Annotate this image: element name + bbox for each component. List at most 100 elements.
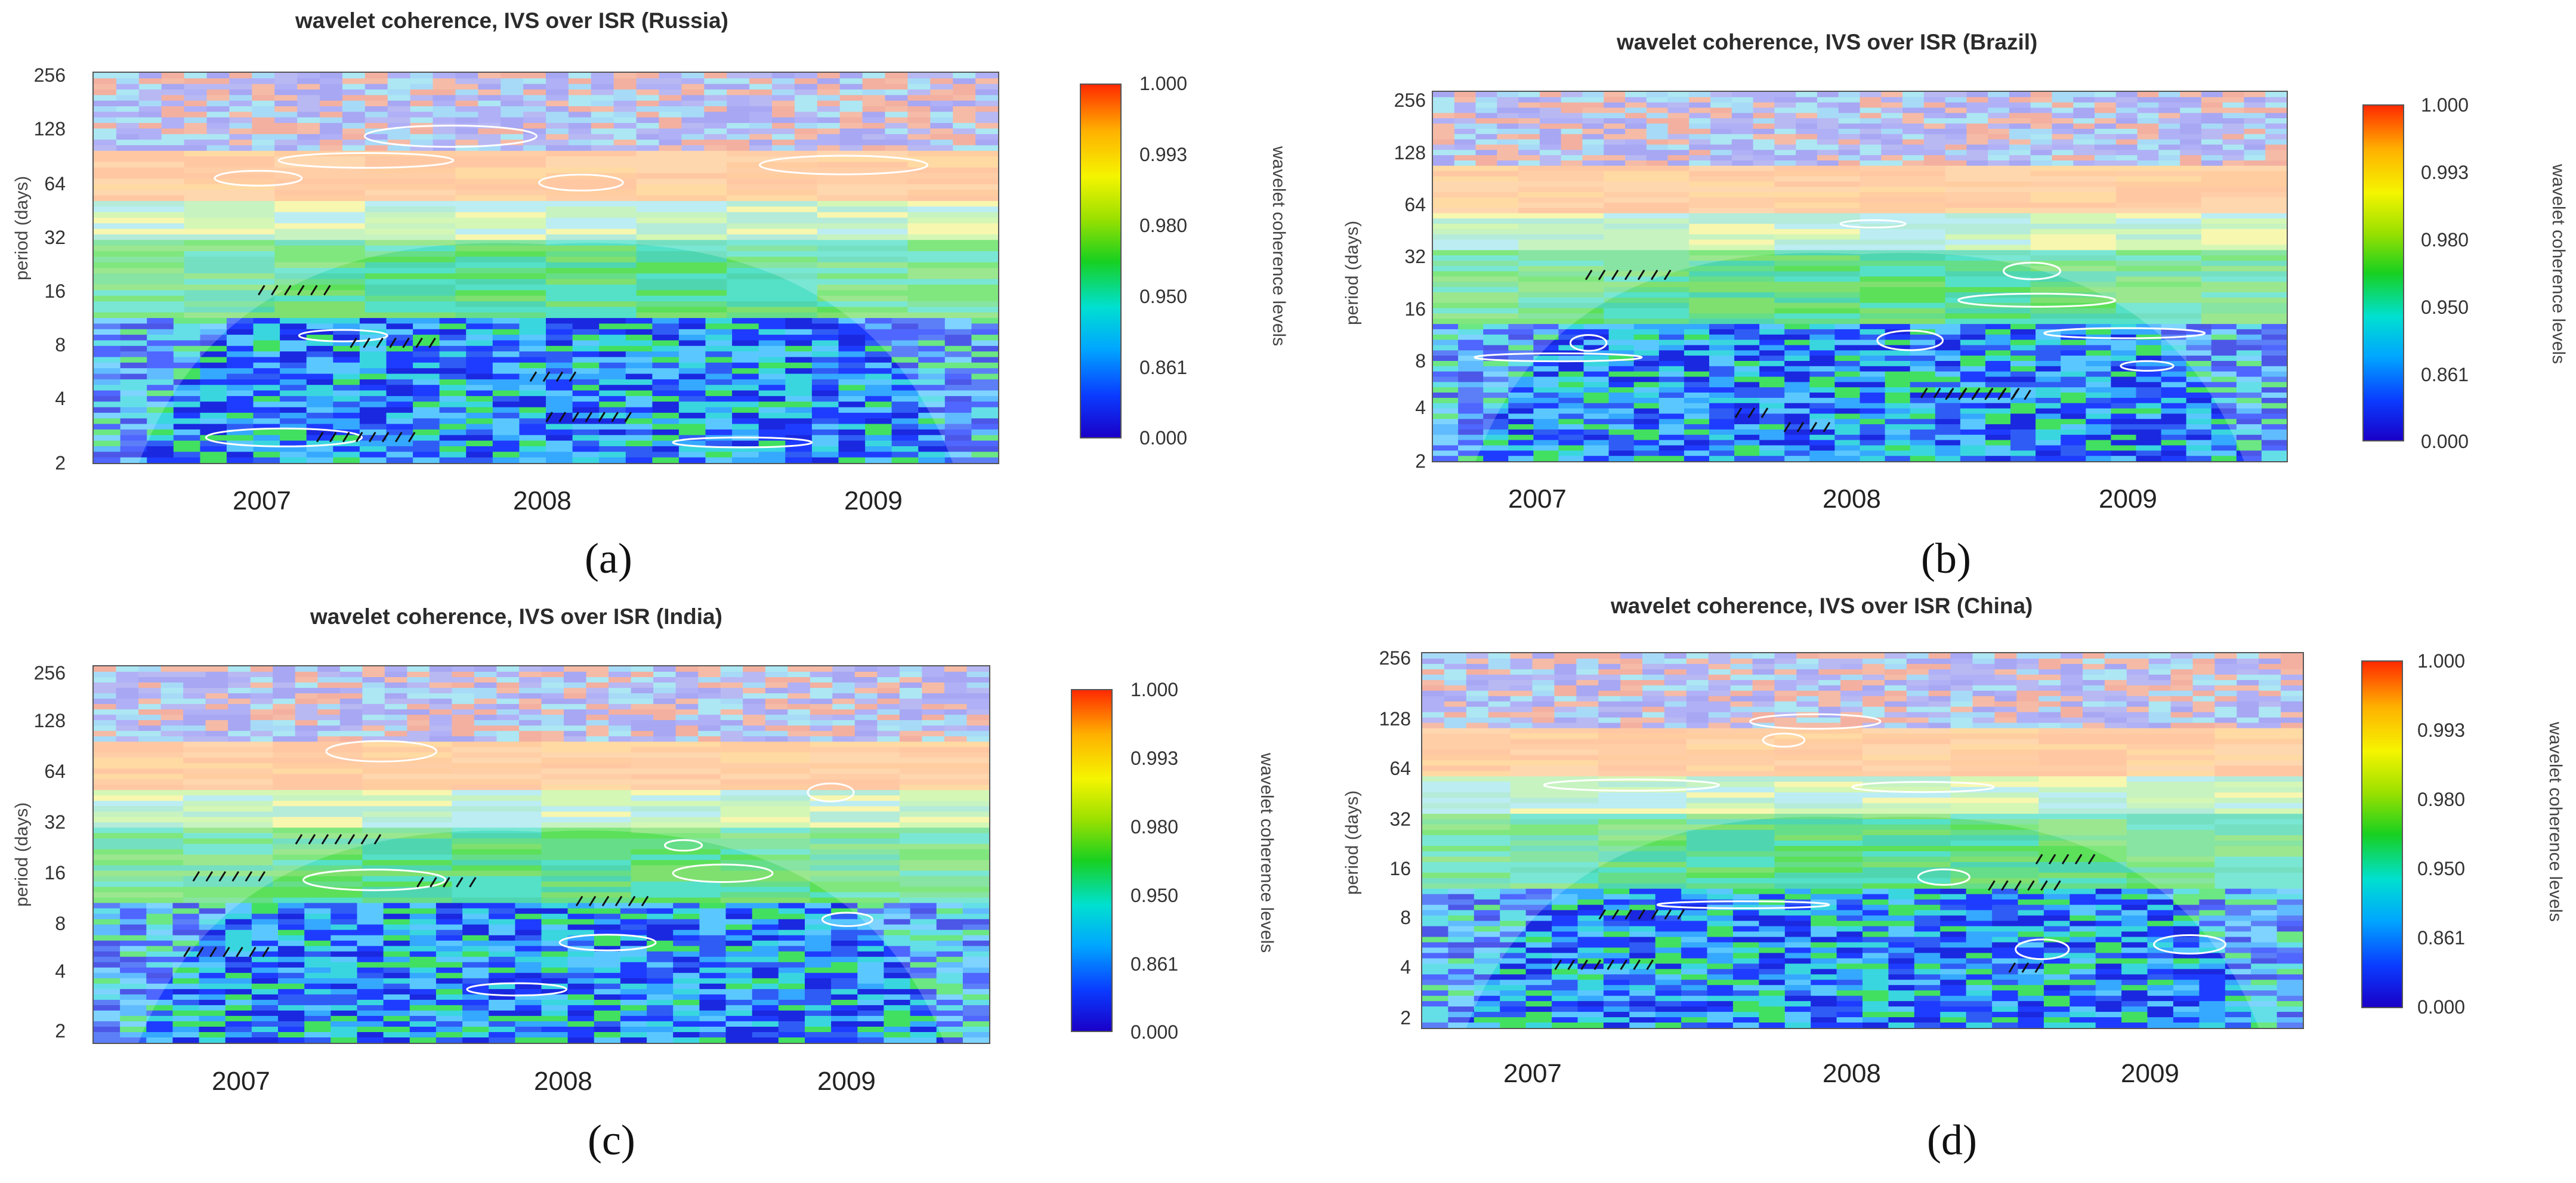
heatmap-cell <box>971 318 998 325</box>
heatmap-cell <box>184 257 276 263</box>
heatmap-cell <box>613 145 637 152</box>
heatmap-cell <box>1625 155 1647 161</box>
heatmap-cell <box>274 257 366 263</box>
heatmap-cell <box>1583 371 1610 378</box>
heatmap-cell <box>1454 92 1477 98</box>
heatmap-cell <box>725 956 753 963</box>
heatmap-cell <box>2211 324 2237 330</box>
heatmap-cell <box>455 178 546 185</box>
heatmap-cell <box>333 390 360 397</box>
heatmap-cell <box>1759 376 1786 383</box>
heatmap-cell <box>727 307 818 313</box>
heatmap-cell <box>94 972 121 979</box>
heatmap-cell <box>1658 376 1685 383</box>
heatmap-cell <box>1753 107 1775 114</box>
heatmap-cell <box>452 811 542 818</box>
heatmap-cell <box>452 763 542 770</box>
heatmap-cell <box>2115 134 2138 140</box>
heatmap-cell <box>1860 424 1886 430</box>
heatmap-cell <box>2137 107 2160 114</box>
heatmap-cell <box>226 435 254 441</box>
heatmap-cell <box>930 112 954 118</box>
phase-arrow <box>258 285 265 296</box>
heatmap-cell <box>568 123 592 129</box>
heatmap-cell <box>1759 419 1786 425</box>
heatmap-cell <box>865 345 892 353</box>
heatmap-cell <box>1923 107 1946 114</box>
heatmap-cell <box>631 736 654 743</box>
heatmap-cell <box>1809 371 1836 378</box>
heatmap-cell <box>765 699 789 705</box>
heatmap-cell <box>1458 376 1484 383</box>
heatmap-cell <box>278 946 305 952</box>
heatmap-cell <box>1838 113 1861 119</box>
heatmap-cell <box>226 345 254 353</box>
heatmap-cell <box>705 335 733 341</box>
heatmap-cell <box>1483 387 1509 393</box>
heatmap-cell <box>304 913 332 920</box>
heatmap-cell <box>120 924 147 931</box>
heatmap-cell <box>1834 424 1861 430</box>
heatmap-cell <box>1860 334 1886 341</box>
heatmap-cell <box>429 736 453 743</box>
heatmap-cell <box>1759 450 1786 457</box>
heatmap-cell <box>541 779 632 786</box>
heatmap-cell <box>659 112 682 118</box>
heatmap-cell <box>384 709 408 716</box>
heatmap-cell <box>953 73 977 79</box>
heatmap-cell <box>94 887 184 893</box>
heatmap-cell <box>899 795 989 802</box>
heatmap-cell <box>1625 160 1647 166</box>
heatmap-cell <box>1518 165 1605 172</box>
heatmap-cell <box>94 790 184 796</box>
heatmap-cell <box>832 736 855 743</box>
heatmap-cell <box>519 351 546 358</box>
heatmap-cell <box>2158 102 2181 109</box>
heatmap-cell <box>567 967 595 974</box>
heatmap-cell <box>838 429 866 436</box>
heatmap-cell <box>546 117 569 123</box>
significance-contour <box>2003 261 2061 280</box>
heatmap-cell <box>2030 282 2117 288</box>
heatmap-cell <box>922 731 945 737</box>
heatmap-cell <box>772 134 795 141</box>
phase-arrow <box>1823 422 1831 433</box>
heatmap-cell <box>205 672 229 678</box>
heatmap-cell <box>2261 440 2287 446</box>
heatmap-cell <box>280 362 307 369</box>
heatmap-cell <box>2010 397 2037 404</box>
heatmap-cell <box>546 368 573 375</box>
heatmap-cell <box>936 924 963 931</box>
heatmap-cell <box>120 390 148 397</box>
heatmap-cell <box>1834 413 1861 420</box>
heatmap-cell <box>183 854 274 861</box>
heatmap-cell <box>147 345 174 353</box>
heatmap-cell <box>466 424 493 430</box>
heatmap-cell <box>1533 419 1559 425</box>
heatmap-cell <box>1497 123 1519 129</box>
heatmap-cell <box>752 935 779 941</box>
heatmap-cell <box>2136 366 2162 372</box>
heatmap-cell <box>1860 265 1946 272</box>
heatmap-cell <box>1774 292 1861 298</box>
heatmap-cell <box>184 223 276 230</box>
heatmap-cell <box>765 672 789 678</box>
heatmap-cell <box>839 112 863 118</box>
heatmap-cell <box>772 117 795 123</box>
heatmap-cell <box>1533 429 1559 435</box>
heatmap-cell <box>631 774 721 780</box>
heatmap-cell <box>541 817 632 823</box>
heatmap-cell <box>899 854 989 861</box>
heatmap-cell <box>705 351 733 358</box>
heatmap-cell <box>794 106 818 113</box>
heatmap-cell <box>339 736 363 743</box>
heatmap-cell <box>386 412 414 419</box>
heatmap-cell <box>1809 334 1836 341</box>
heatmap-cell <box>94 763 184 770</box>
heatmap-cell <box>839 128 863 135</box>
heatmap-cell <box>1608 397 1635 404</box>
heatmap-cell <box>519 357 546 363</box>
heatmap-cell <box>251 935 279 941</box>
heatmap-cell <box>342 123 366 129</box>
heatmap-cell <box>94 112 117 118</box>
